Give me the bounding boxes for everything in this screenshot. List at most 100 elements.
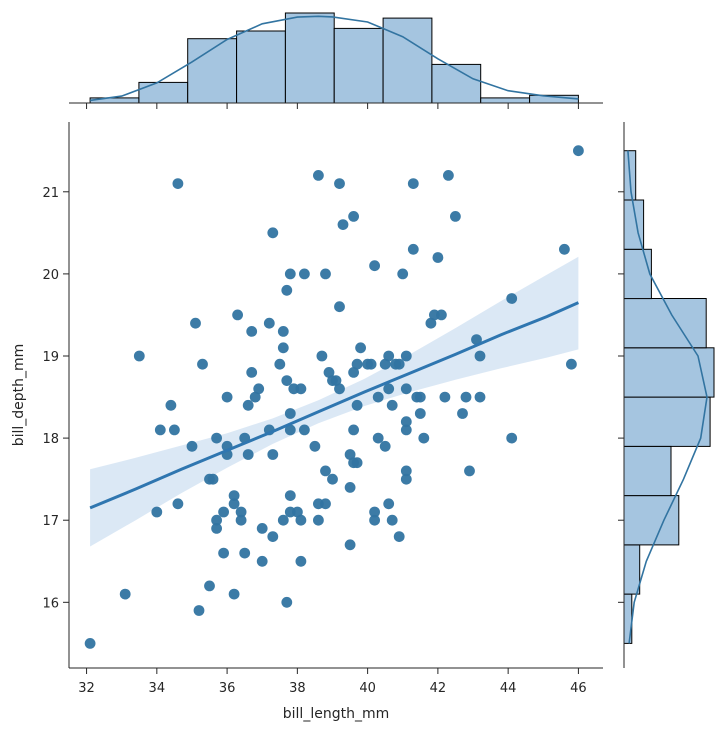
scatter-point: [566, 358, 577, 370]
scatter-point: [369, 514, 380, 526]
scatter-point: [313, 170, 324, 181]
y-marginal-kde: [627, 150, 708, 644]
x-hist-bar: [284, 12, 335, 104]
scatter-point: [172, 498, 184, 510]
x-tick-label: 32: [78, 681, 95, 696]
scatter-point: [334, 383, 345, 395]
scatter-point: [425, 317, 437, 329]
y-tick-label: 19: [42, 350, 59, 365]
x-hist-bar: [138, 81, 189, 104]
scatter-point: [284, 424, 296, 436]
scatter-point: [351, 399, 363, 411]
scatter-points: [84, 145, 584, 649]
scatter-point: [471, 334, 482, 345]
scatter-point: [242, 449, 254, 460]
scatter-point: [460, 391, 472, 403]
scatter-point: [316, 350, 328, 362]
x-tick-label: 44: [500, 681, 517, 696]
scatter-point: [372, 432, 384, 444]
scatter-point: [432, 252, 444, 263]
scatter-point: [193, 605, 205, 616]
y-kde-curve: [627, 150, 708, 644]
x-tick-label: 34: [149, 681, 166, 696]
x-axis-label: bill_length_mm: [283, 706, 389, 722]
scatter-point: [369, 260, 380, 272]
scatter-point: [207, 473, 219, 485]
scatter-point: [379, 440, 391, 452]
x-axis-ticks: 32 34 36 38 40 42 44 46: [78, 668, 587, 696]
x-marginal-histogram: [89, 12, 579, 104]
scatter-point: [309, 440, 321, 452]
scatter-point: [334, 301, 345, 313]
scatter-point: [256, 555, 268, 567]
scatter-point: [295, 383, 307, 395]
scatter-point: [267, 531, 279, 542]
scatter-point: [506, 293, 518, 304]
scatter-point: [323, 367, 335, 378]
y-hist-bar: [623, 445, 672, 497]
scatter-point: [221, 391, 233, 403]
scatter-point: [351, 457, 363, 469]
y-tick-label: 16: [42, 596, 59, 611]
scatter-point: [450, 211, 461, 222]
scatter-point: [190, 317, 201, 329]
y-hist-bar: [623, 347, 715, 398]
y-marginal-histogram: [623, 150, 715, 644]
scatter-point: [344, 449, 356, 460]
scatter-point: [414, 408, 426, 419]
y-hist-bar: [623, 298, 707, 349]
scatter-point: [274, 358, 286, 370]
scatter-point: [344, 539, 356, 551]
scatter-point: [348, 211, 359, 222]
y-marginal-ticks: [618, 191, 624, 603]
scatter-point: [386, 399, 398, 411]
x-kde-curve: [89, 15, 579, 102]
scatter-point: [267, 449, 279, 460]
x-hist-bar: [236, 30, 286, 104]
scatter-point: [436, 309, 447, 321]
scatter-point: [383, 350, 395, 362]
scatter-point: [172, 178, 184, 190]
scatter-point: [457, 408, 468, 419]
scatter-point: [211, 523, 223, 534]
confidence-band: [90, 256, 579, 547]
scatter-point: [239, 547, 251, 559]
scatter-point: [218, 547, 230, 559]
scatter-point: [151, 506, 163, 518]
x-tick-label: 40: [359, 681, 376, 696]
scatter-point: [383, 383, 395, 395]
scatter-point: [228, 498, 240, 510]
scatter-point: [464, 465, 475, 477]
regression-line-path: [89, 301, 580, 510]
scatter-point: [253, 383, 265, 395]
scatter-point: [204, 580, 215, 592]
scatter-point: [372, 391, 384, 403]
scatter-point: [400, 473, 412, 485]
y-tick-label: 21: [42, 186, 59, 201]
scatter-point: [232, 309, 244, 321]
scatter-point: [235, 506, 247, 518]
scatter-point: [400, 416, 412, 428]
scatter-point: [235, 514, 247, 526]
scatter-point: [559, 243, 570, 255]
x-marginal-kde: [89, 15, 579, 102]
scatter-point: [277, 342, 289, 354]
scatter-point: [383, 498, 395, 510]
x-marginal-ticks: [86, 103, 579, 109]
scatter-point: [284, 268, 296, 280]
y-axis-label: bill_depth_mm: [11, 344, 27, 447]
scatter-point: [242, 399, 254, 411]
scatter-point: [281, 596, 293, 608]
scatter-point: [443, 170, 454, 181]
scatter-point: [249, 391, 261, 403]
scatter-point: [211, 514, 223, 526]
y-tick-label: 18: [42, 432, 59, 447]
scatter-point: [386, 514, 398, 526]
scatter-point: [400, 383, 412, 395]
scatter-point: [573, 145, 584, 157]
scatter-point: [369, 506, 380, 518]
scatter-point: [228, 490, 240, 501]
scatter-point: [334, 178, 345, 190]
scatter-point: [393, 358, 405, 370]
x-tick-label: 36: [219, 681, 236, 696]
